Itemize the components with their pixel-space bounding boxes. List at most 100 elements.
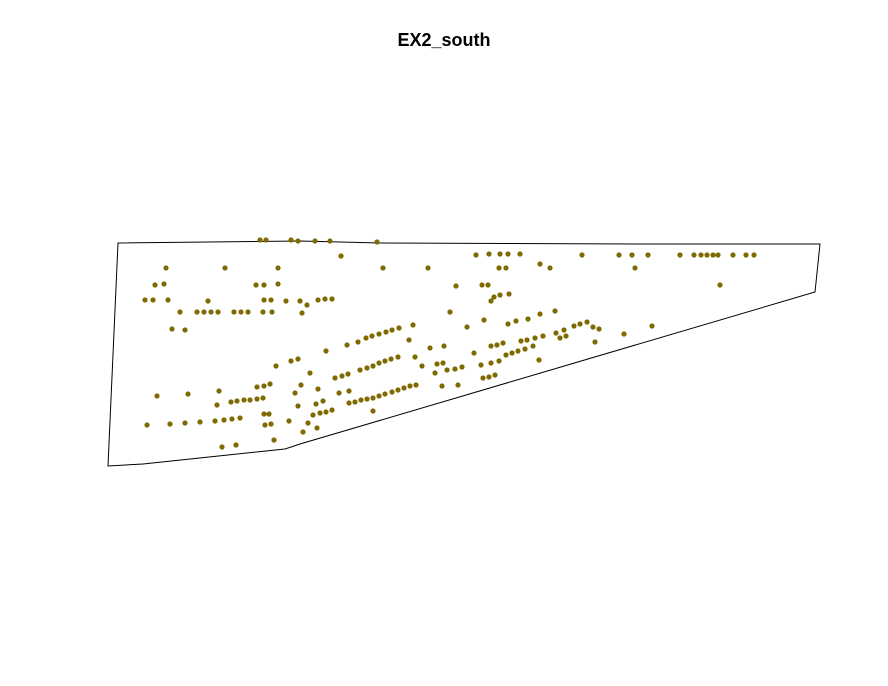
data-point [473,252,479,258]
data-point [346,400,352,406]
data-point [229,416,235,422]
data-point [413,382,419,388]
data-point [222,265,228,271]
data-point [261,411,267,417]
data-point [553,330,559,336]
data-point [710,252,716,258]
data-point [552,308,558,314]
data-point [305,420,311,426]
data-point [297,298,303,304]
data-point [271,437,277,443]
data-point [480,375,486,381]
data-point [292,390,298,396]
data-point [537,261,543,267]
data-point [358,397,364,403]
data-point [537,311,543,317]
data-point [645,252,651,258]
data-point [488,343,494,349]
data-point [743,252,749,258]
data-point [310,412,316,418]
data-point [691,252,697,258]
data-point [261,383,267,389]
data-point [182,327,188,333]
data-point [298,382,304,388]
data-point [532,335,538,341]
data-point [245,309,251,315]
data-point [268,297,274,303]
data-point [698,252,704,258]
data-point [452,366,458,372]
data-point [338,253,344,259]
data-point [169,326,175,332]
data-point [295,238,301,244]
data-point [629,252,635,258]
data-point [439,383,445,389]
data-point [182,420,188,426]
data-point [267,381,273,387]
data-point [715,252,721,258]
data-point [524,337,530,343]
data-point [434,361,440,367]
data-point [396,325,402,331]
data-point [547,265,553,271]
data-point [479,282,485,288]
data-point [288,358,294,364]
data-point [355,339,361,345]
data-point [649,323,655,329]
data-point [304,302,310,308]
data-point [389,327,395,333]
data-point [299,310,305,316]
data-point [261,282,267,288]
data-point [432,370,438,376]
data-point [374,239,380,245]
data-point [163,265,169,271]
data-point [376,360,382,366]
data-point [312,238,318,244]
data-point [464,324,470,330]
data-point [315,386,321,392]
data-point [497,292,503,298]
data-point [459,364,465,370]
data-point [144,422,150,428]
data-point [412,354,418,360]
data-point [241,397,247,403]
data-point [401,385,407,391]
data-point [530,343,536,349]
data-point [313,401,319,407]
data-point [506,291,512,297]
data-point [261,297,267,303]
data-point [496,358,502,364]
data-point [260,309,266,315]
data-point [329,407,335,413]
data-point [234,398,240,404]
data-point [154,393,160,399]
data-point [332,375,338,381]
data-point [295,356,301,362]
data-point [215,309,221,315]
data-point [486,374,492,380]
data-point [254,396,260,402]
data-point [751,252,757,258]
data-point [590,324,596,330]
data-point [364,365,370,371]
data-point [322,296,328,302]
data-point [336,390,342,396]
data-point [320,398,326,404]
data-point [395,354,401,360]
data-point [177,309,183,315]
chart-title: EX2_south [397,30,491,50]
data-point [677,252,683,258]
data-point [268,421,274,427]
data-point [194,309,200,315]
data-point [214,402,220,408]
data-point [478,362,484,368]
data-point [525,316,531,322]
data-point [494,342,500,348]
data-point [491,294,497,300]
data-point [216,388,222,394]
data-point [231,309,237,315]
data-point [561,327,567,333]
data-point [503,265,509,271]
